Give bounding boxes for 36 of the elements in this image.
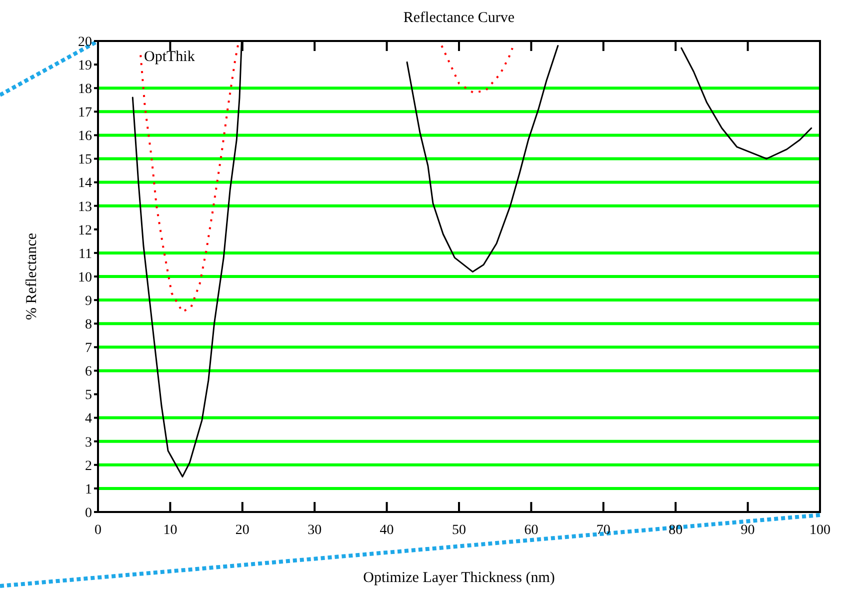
y-tick-label: 20 <box>78 34 92 50</box>
y-tick-label: 16 <box>78 129 92 144</box>
y-tick-label: 3 <box>85 435 92 450</box>
y-tick-label: 0 <box>85 506 92 521</box>
x-tick-label: 60 <box>524 523 538 538</box>
y-tick-label: 6 <box>85 364 92 380</box>
y-tick-label: 5 <box>85 388 92 404</box>
x-tick-label: 90 <box>740 523 755 538</box>
x-tick-label: 20 <box>235 523 250 538</box>
x-axis-title: Optimize Layer Thickness (nm) <box>363 570 555 586</box>
y-tick-label: 7 <box>85 341 92 356</box>
x-tick-label: 40 <box>380 523 394 538</box>
y-tick-label: 19 <box>78 58 92 74</box>
annotation: OptThik <box>144 49 196 65</box>
y-axis-title: % Reflectance <box>24 232 40 320</box>
x-tick-label: 80 <box>668 523 683 538</box>
x-tick-label: 10 <box>163 523 178 538</box>
x-tick-label: 30 <box>308 523 322 538</box>
y-tick-label: 14 <box>78 176 92 192</box>
y-tick-label: 18 <box>78 82 92 97</box>
x-tick-label: 50 <box>452 523 466 538</box>
y-tick-label: 4 <box>85 412 92 427</box>
y-tick-label: 1 <box>85 482 92 498</box>
chart-title: Reflectance Curve <box>403 10 515 26</box>
y-tick-label: 8 <box>85 318 92 332</box>
y-tick-label: 13 <box>78 200 92 215</box>
x-tick-label: 100 <box>810 523 830 538</box>
y-tick-label: 15 <box>78 152 92 168</box>
y-tick-label: 12 <box>78 223 92 238</box>
y-tick-label: 17 <box>78 106 92 121</box>
y-tick-label: 9 <box>85 294 92 309</box>
x-tick-label: 70 <box>596 523 610 538</box>
y-tick-label: 11 <box>78 246 92 262</box>
y-tick-label: 2 <box>85 458 92 474</box>
y-tick-label: 10 <box>78 270 92 286</box>
x-tick-label: 0 <box>94 523 102 538</box>
